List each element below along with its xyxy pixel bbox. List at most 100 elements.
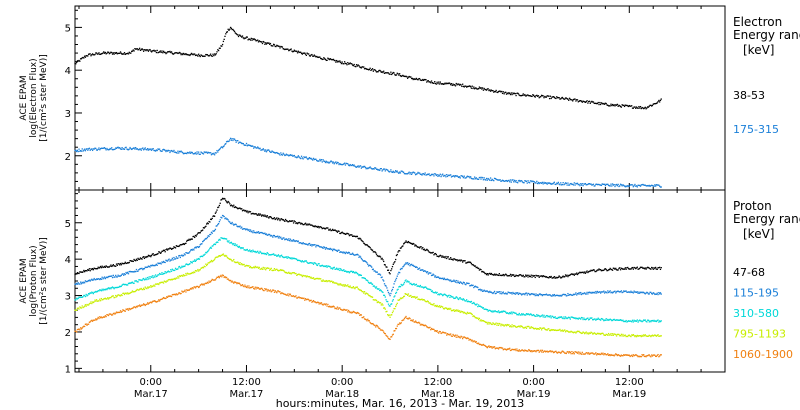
data-point [518,325,520,327]
data-point [120,311,122,313]
data-point [309,299,311,302]
data-point [174,293,176,295]
data-point [473,285,476,288]
data-point [200,230,202,232]
data-point [114,296,116,299]
data-point [519,180,521,183]
data-point [301,260,304,262]
data-point [157,274,159,276]
data-point [346,162,348,165]
data-point [379,273,381,275]
data-point [647,335,650,337]
data-point [174,52,177,54]
data-point [415,77,418,80]
data-point [79,327,82,329]
data-point [430,272,432,274]
data-point [473,86,475,88]
data-point [86,148,88,150]
data-point [626,321,628,323]
data-point [217,49,220,52]
data-point [318,160,320,162]
data-point [521,275,523,277]
data-point [599,292,602,294]
data-point [91,267,94,270]
data-point [406,263,408,265]
data-point [300,157,302,160]
data-point [573,182,575,184]
data-point [202,227,205,229]
data-point [387,72,389,74]
data-point [234,261,237,264]
data-point [593,332,595,334]
data-point [332,58,334,61]
data-point [570,316,572,318]
data-point [436,174,438,176]
data-point [174,52,176,54]
data-point [430,80,433,82]
data-point [143,257,146,260]
data-point [327,280,329,282]
data-point [637,107,639,109]
data-point [181,290,183,292]
data-point [207,54,209,57]
data-point [107,298,110,300]
data-point [511,293,513,295]
data-point [213,215,215,217]
data-point [91,53,94,55]
data-point [291,50,293,52]
data-point [379,69,381,72]
data-point [418,247,421,249]
data-point [245,209,247,212]
data-point [364,277,367,280]
data-point [298,221,300,224]
data-point [236,282,238,285]
data-point [139,305,142,308]
data-point [379,302,381,304]
data-point [487,274,489,276]
data-point [364,166,367,169]
data-point [95,52,98,54]
data-point [95,319,98,321]
data-point [307,53,309,55]
data-point [632,186,634,188]
data-point [160,51,162,54]
data-point [130,260,132,262]
data-point [263,215,265,218]
data-point [367,167,369,170]
data-point [351,311,354,314]
data-point [497,91,499,94]
data-point [97,148,99,151]
data-point [596,269,599,271]
data-point [435,292,437,294]
data-point [190,53,192,56]
data-point [536,275,538,277]
data-point [216,149,218,152]
data-point [454,309,457,312]
data-point [312,277,315,279]
data-point [194,236,196,239]
data-point [269,150,271,153]
data-point [303,243,305,245]
data-point [249,249,251,251]
data-point [579,99,581,102]
data-point [450,296,453,298]
data-point [167,248,170,250]
data-point [343,284,345,286]
data-point [402,75,405,77]
data-point [510,292,512,294]
data-point [162,273,164,275]
data-point [419,79,422,81]
data-point [166,149,168,152]
data-point [611,183,614,185]
data-point [195,270,197,272]
data-point [482,290,485,292]
data-point [253,287,255,290]
data-point [235,141,237,143]
data-point [345,233,347,235]
data-point [383,263,386,266]
data-point [594,270,596,273]
data-point [227,28,229,30]
data-point [523,182,525,184]
data-point [553,329,556,332]
data-point [498,311,500,314]
